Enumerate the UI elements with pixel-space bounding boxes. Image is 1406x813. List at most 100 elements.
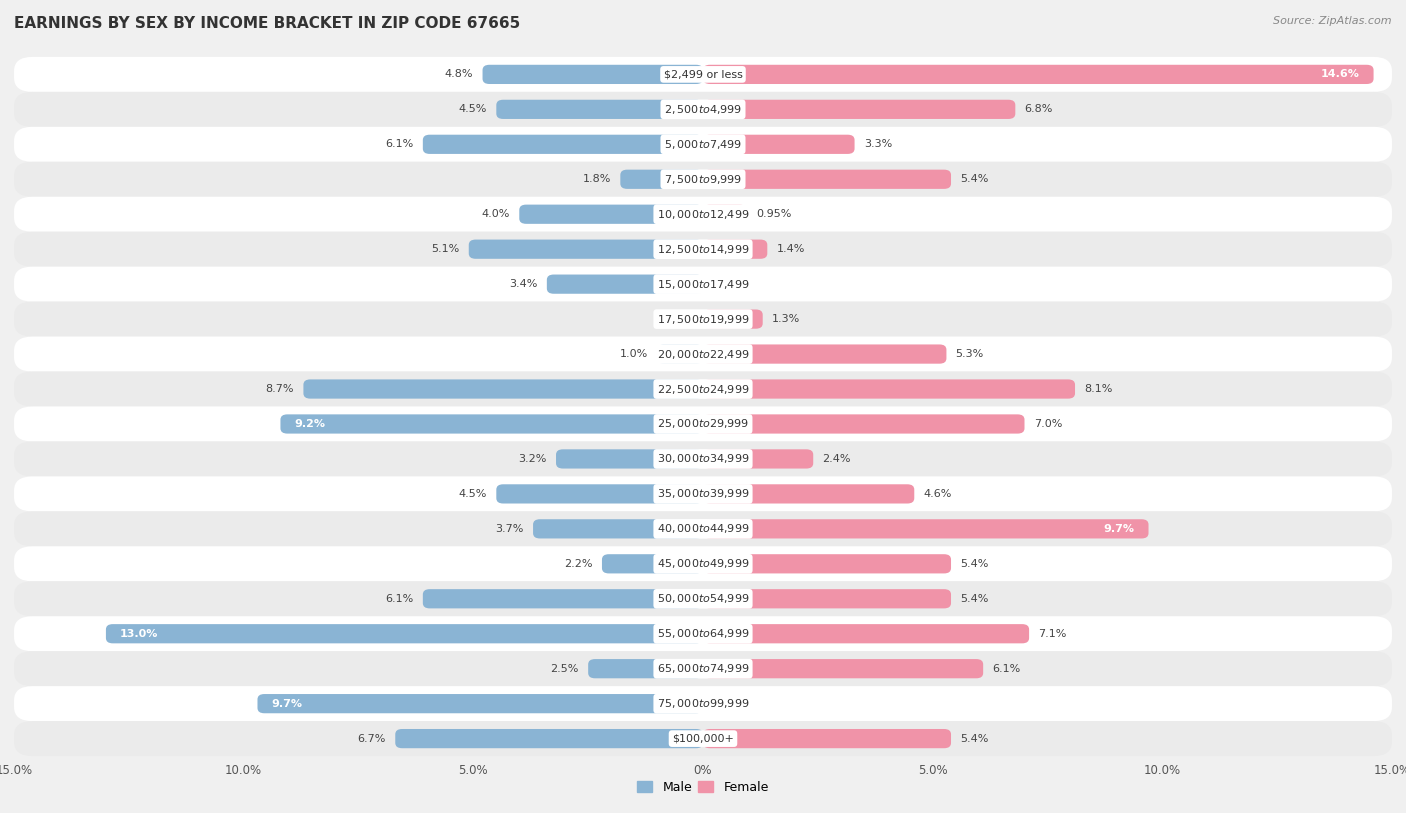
Text: 3.2%: 3.2%	[519, 454, 547, 464]
Text: $65,000 to $74,999: $65,000 to $74,999	[657, 663, 749, 675]
Text: 7.0%: 7.0%	[1033, 419, 1062, 429]
FancyBboxPatch shape	[703, 450, 813, 468]
Text: 0.95%: 0.95%	[756, 209, 792, 220]
FancyBboxPatch shape	[14, 441, 1392, 476]
FancyBboxPatch shape	[602, 554, 703, 573]
FancyBboxPatch shape	[555, 450, 703, 468]
Text: $2,500 to $4,999: $2,500 to $4,999	[664, 103, 742, 115]
FancyBboxPatch shape	[533, 520, 703, 538]
Text: 5.4%: 5.4%	[960, 174, 988, 185]
FancyBboxPatch shape	[14, 302, 1392, 337]
Text: $17,500 to $19,999: $17,500 to $19,999	[657, 313, 749, 325]
Text: 4.0%: 4.0%	[482, 209, 510, 220]
Text: $12,500 to $14,999: $12,500 to $14,999	[657, 243, 749, 255]
Text: $55,000 to $64,999: $55,000 to $64,999	[657, 628, 749, 640]
Text: $15,000 to $17,499: $15,000 to $17,499	[657, 278, 749, 290]
Text: 6.7%: 6.7%	[357, 733, 387, 744]
Text: 6.1%: 6.1%	[993, 663, 1021, 674]
FancyBboxPatch shape	[519, 205, 703, 224]
Text: 8.1%: 8.1%	[1084, 384, 1112, 394]
Text: $35,000 to $39,999: $35,000 to $39,999	[657, 488, 749, 500]
FancyBboxPatch shape	[703, 345, 946, 363]
FancyBboxPatch shape	[395, 729, 703, 748]
FancyBboxPatch shape	[703, 589, 950, 608]
Text: 6.1%: 6.1%	[385, 593, 413, 604]
FancyBboxPatch shape	[703, 624, 1029, 643]
FancyBboxPatch shape	[14, 197, 1392, 232]
FancyBboxPatch shape	[703, 415, 1025, 433]
FancyBboxPatch shape	[703, 100, 1015, 119]
FancyBboxPatch shape	[14, 162, 1392, 197]
Text: 1.0%: 1.0%	[620, 349, 648, 359]
FancyBboxPatch shape	[304, 380, 703, 398]
Text: $7,500 to $9,999: $7,500 to $9,999	[664, 173, 742, 185]
Text: 5.4%: 5.4%	[960, 593, 988, 604]
Text: 3.7%: 3.7%	[495, 524, 524, 534]
FancyBboxPatch shape	[14, 581, 1392, 616]
Text: $45,000 to $49,999: $45,000 to $49,999	[657, 558, 749, 570]
FancyBboxPatch shape	[257, 694, 703, 713]
FancyBboxPatch shape	[14, 686, 1392, 721]
FancyBboxPatch shape	[703, 554, 950, 573]
FancyBboxPatch shape	[14, 372, 1392, 406]
Text: 2.4%: 2.4%	[823, 454, 851, 464]
FancyBboxPatch shape	[703, 310, 762, 328]
Text: 6.8%: 6.8%	[1025, 104, 1053, 115]
Text: $30,000 to $34,999: $30,000 to $34,999	[657, 453, 749, 465]
Text: 9.2%: 9.2%	[294, 419, 325, 429]
FancyBboxPatch shape	[14, 616, 1392, 651]
Text: 2.2%: 2.2%	[564, 559, 593, 569]
Text: 8.7%: 8.7%	[266, 384, 294, 394]
FancyBboxPatch shape	[703, 659, 983, 678]
FancyBboxPatch shape	[496, 100, 703, 119]
Text: $25,000 to $29,999: $25,000 to $29,999	[657, 418, 749, 430]
Text: 13.0%: 13.0%	[120, 628, 157, 639]
FancyBboxPatch shape	[703, 170, 950, 189]
FancyBboxPatch shape	[14, 337, 1392, 372]
FancyBboxPatch shape	[703, 729, 950, 748]
Legend: Male, Female: Male, Female	[633, 776, 773, 799]
Text: 0.0%: 0.0%	[713, 698, 741, 709]
FancyBboxPatch shape	[423, 589, 703, 608]
Text: 2.5%: 2.5%	[551, 663, 579, 674]
Text: EARNINGS BY SEX BY INCOME BRACKET IN ZIP CODE 67665: EARNINGS BY SEX BY INCOME BRACKET IN ZIP…	[14, 16, 520, 31]
Text: 9.7%: 9.7%	[271, 698, 302, 709]
FancyBboxPatch shape	[588, 659, 703, 678]
FancyBboxPatch shape	[620, 170, 703, 189]
FancyBboxPatch shape	[14, 476, 1392, 511]
Text: 4.5%: 4.5%	[458, 489, 486, 499]
Text: Source: ZipAtlas.com: Source: ZipAtlas.com	[1274, 16, 1392, 26]
FancyBboxPatch shape	[14, 721, 1392, 756]
FancyBboxPatch shape	[14, 57, 1392, 92]
FancyBboxPatch shape	[657, 345, 703, 363]
Text: 7.1%: 7.1%	[1038, 628, 1067, 639]
Text: $100,000+: $100,000+	[672, 733, 734, 744]
FancyBboxPatch shape	[703, 135, 855, 154]
Text: 9.7%: 9.7%	[1104, 524, 1135, 534]
Text: 1.3%: 1.3%	[772, 314, 800, 324]
FancyBboxPatch shape	[703, 240, 768, 259]
FancyBboxPatch shape	[496, 485, 703, 503]
Text: $75,000 to $99,999: $75,000 to $99,999	[657, 698, 749, 710]
Text: $40,000 to $44,999: $40,000 to $44,999	[657, 523, 749, 535]
FancyBboxPatch shape	[14, 267, 1392, 302]
FancyBboxPatch shape	[280, 415, 703, 433]
Text: 4.5%: 4.5%	[458, 104, 486, 115]
Text: 5.4%: 5.4%	[960, 733, 988, 744]
FancyBboxPatch shape	[14, 92, 1392, 127]
Text: 5.1%: 5.1%	[432, 244, 460, 254]
Text: 5.3%: 5.3%	[956, 349, 984, 359]
FancyBboxPatch shape	[14, 651, 1392, 686]
Text: 14.6%: 14.6%	[1320, 69, 1360, 80]
Text: 6.1%: 6.1%	[385, 139, 413, 150]
Text: 3.4%: 3.4%	[509, 279, 537, 289]
Text: $20,000 to $22,499: $20,000 to $22,499	[657, 348, 749, 360]
FancyBboxPatch shape	[14, 232, 1392, 267]
FancyBboxPatch shape	[14, 511, 1392, 546]
FancyBboxPatch shape	[703, 65, 1374, 84]
Text: 4.8%: 4.8%	[444, 69, 474, 80]
FancyBboxPatch shape	[547, 275, 703, 293]
Text: $50,000 to $54,999: $50,000 to $54,999	[657, 593, 749, 605]
FancyBboxPatch shape	[468, 240, 703, 259]
FancyBboxPatch shape	[703, 485, 914, 503]
